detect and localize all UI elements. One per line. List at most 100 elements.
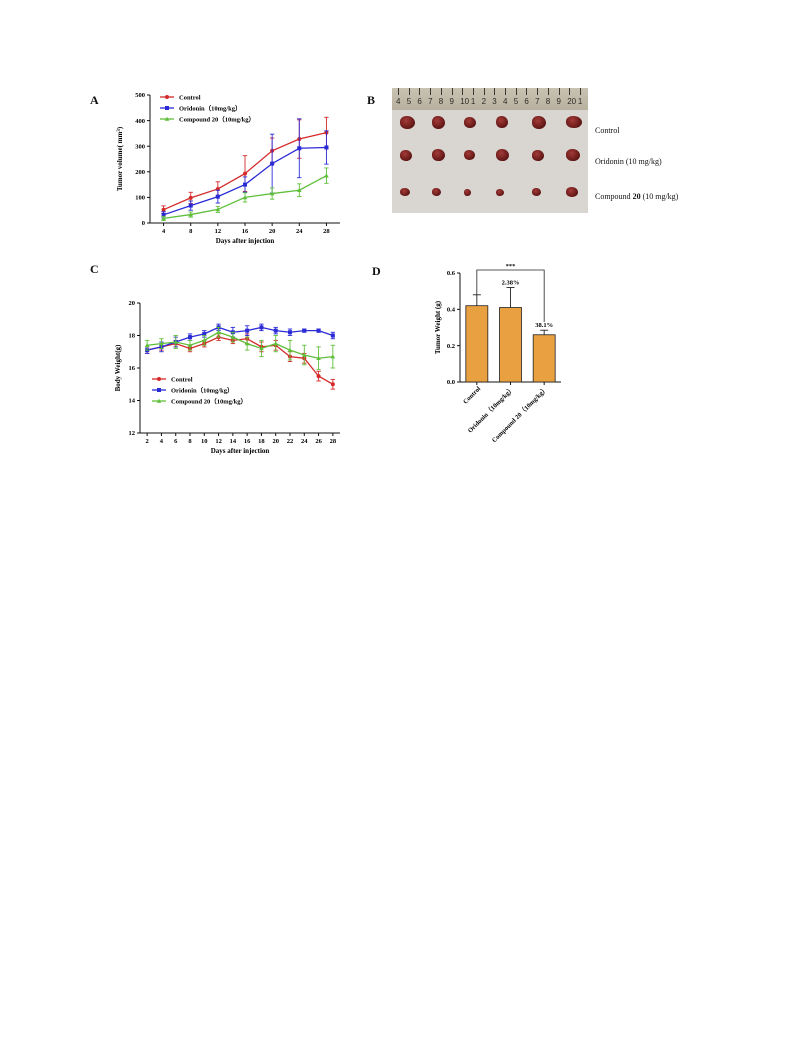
data-point	[330, 382, 335, 387]
ruler-number: 20	[567, 97, 577, 106]
x-tick-label: 20	[269, 228, 276, 235]
series-compound-20-10mg-kg	[144, 326, 336, 371]
x-tick-label: 24	[301, 438, 308, 445]
data-point	[188, 195, 193, 200]
legend-marker	[156, 398, 162, 403]
y-tick-label: 0.4	[447, 307, 456, 314]
x-tick-label: 20	[272, 438, 279, 445]
ruler-tick	[462, 88, 464, 95]
ruler-number: 4	[503, 97, 508, 106]
ruler: 4 5 6 7 8 9 10 1 2 3 4 5 6 7 8 9 20 1	[392, 88, 588, 110]
ruler-number: 5	[406, 97, 412, 106]
data-point	[243, 182, 247, 187]
series-line	[146, 336, 334, 385]
ruler-tick	[579, 88, 581, 95]
data-point	[161, 216, 166, 221]
data-point	[243, 171, 247, 176]
y-axis-label: Body Weight(g)	[114, 344, 122, 391]
legend-marker	[165, 106, 169, 110]
x-tick-label: 12	[215, 438, 222, 445]
ruler-tick	[537, 88, 539, 95]
data-point	[287, 347, 293, 352]
ruler-number: 9	[449, 97, 454, 106]
ruler-tick	[451, 88, 453, 95]
y-axis-label-close: )	[116, 126, 124, 129]
tumor-specimen	[464, 116, 476, 128]
data-point	[296, 187, 302, 193]
tumor-specimen	[432, 149, 445, 161]
data-point	[188, 203, 193, 208]
legend-label: Compound 20（10mg/kg）	[171, 397, 247, 405]
y-tick-label: 300	[135, 143, 145, 150]
ruler-tick	[483, 88, 485, 95]
data-point	[273, 341, 279, 346]
tumor-specimen	[496, 149, 509, 161]
ruler-number: 7	[535, 97, 540, 106]
y-tick-label: 16	[129, 365, 136, 372]
ruler-tick	[547, 88, 549, 95]
data-point	[244, 341, 250, 346]
bar-control	[465, 305, 489, 383]
tumor-specimen	[496, 188, 504, 196]
data-point	[216, 329, 221, 335]
legend-marker	[157, 377, 161, 381]
legend-label: Compound 20（10mg/kg）	[179, 115, 255, 123]
ruler-tick	[419, 88, 421, 95]
x-tick-label: 16	[242, 228, 249, 235]
y-tick-label: 200	[135, 169, 145, 176]
x-tick-label: 22	[287, 438, 294, 445]
ruler-number: 6	[524, 97, 529, 106]
x-tick-label: 2	[146, 438, 149, 445]
x-tick-label: 4	[162, 228, 166, 235]
x-tick-label: 24	[296, 228, 303, 235]
tumor-specimen	[532, 188, 541, 196]
y-tick-label: 0.2	[447, 343, 455, 350]
photo-row-label-control: Control	[595, 126, 620, 135]
y-tick-label: 400	[135, 118, 145, 125]
y-tick-label: 0.0	[447, 379, 455, 386]
y-tick-label: 0.6	[447, 270, 456, 277]
data-point	[302, 328, 307, 333]
ruler-tick	[408, 88, 410, 95]
ruler-number: 4	[396, 97, 401, 106]
data-point	[144, 342, 150, 348]
series-oridonin-10mg-kg	[144, 323, 336, 354]
ruler-tick	[526, 88, 528, 95]
x-tick-label: 26	[315, 438, 322, 445]
tumor-specimen	[400, 115, 415, 129]
y-tick-label: 12	[129, 430, 136, 437]
data-point	[324, 145, 329, 150]
legend-label: Control	[179, 94, 201, 101]
data-point	[173, 339, 179, 344]
data-point	[215, 207, 221, 212]
data-point	[242, 195, 248, 200]
x-tick-label: 28	[323, 228, 330, 235]
x-tick-label: 18	[258, 438, 265, 445]
bar-value-label: 38.1%	[535, 322, 553, 329]
tumor-specimen	[464, 188, 471, 196]
ruler-number: 3	[492, 97, 497, 106]
series-line	[147, 331, 333, 359]
x-tick-label: 12	[215, 228, 222, 235]
tumor-specimen	[464, 150, 475, 160]
x-axis-label: Days after injection	[211, 447, 270, 455]
significance-bracket	[476, 269, 545, 323]
data-point	[159, 341, 164, 346]
data-point	[187, 342, 193, 348]
data-point	[245, 328, 250, 333]
data-point	[324, 173, 329, 178]
photo-row-label-oridonin: Oridonin (10 mg/kg)	[595, 157, 662, 166]
tumor-specimen	[532, 115, 546, 129]
data-point	[288, 330, 292, 335]
data-point	[188, 212, 194, 217]
x-tick-label: 8	[188, 438, 192, 445]
legend-marker	[164, 116, 170, 121]
ruler-tick	[569, 88, 571, 95]
ruler-number: 6	[417, 97, 422, 106]
ruler-tick	[558, 88, 560, 95]
ruler-tick	[494, 88, 496, 95]
data-point	[202, 331, 207, 336]
x-tick-label: 8	[189, 228, 193, 235]
x-tick-label: 14	[230, 438, 237, 445]
